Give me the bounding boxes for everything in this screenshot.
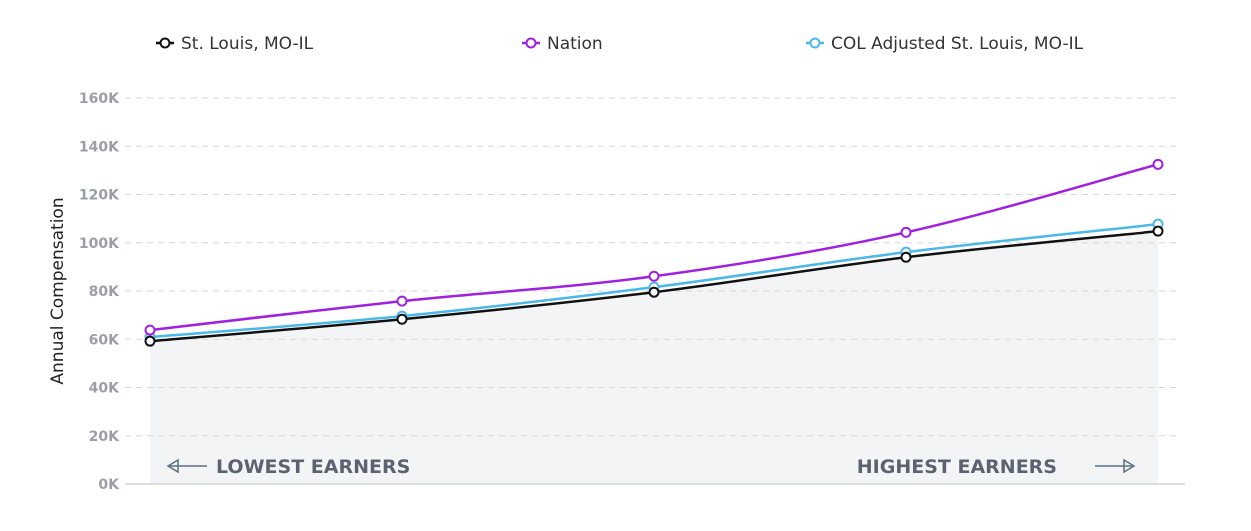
highest-earners-label: HIGHEST EARNERS (857, 456, 1057, 478)
legend-marker-icon (525, 37, 537, 49)
y-tick-label: 60K (89, 332, 120, 348)
y-axis-label: Annual Compensation (48, 197, 68, 384)
y-tick-label: 120K (79, 188, 120, 204)
y-tick-label: 20K (89, 429, 120, 445)
left-arrow-icon (166, 458, 207, 474)
data-point (144, 335, 156, 347)
data-point (900, 226, 912, 238)
data-point (396, 295, 408, 307)
y-tick-label: 40K (89, 381, 120, 397)
y-tick-label: 140K (79, 139, 120, 155)
area-fill-0 (150, 231, 1158, 484)
y-tick-label: 80K (89, 284, 120, 300)
legend-marker-icon (159, 37, 171, 49)
data-point (648, 286, 660, 298)
y-tick-label: 160K (79, 91, 120, 107)
data-point (900, 251, 912, 263)
legend-label: Nation (547, 34, 603, 54)
data-point (648, 270, 660, 282)
data-point (396, 313, 408, 325)
y-tick-label: 100K (79, 236, 120, 252)
lowest-earners-label: LOWEST EARNERS (216, 456, 410, 478)
y-tick-label: 0K (98, 477, 120, 493)
legend-label: COL Adjusted St. Louis, MO-IL (831, 34, 1084, 54)
right-arrow-icon (1095, 458, 1136, 474)
legend-label: St. Louis, MO-IL (181, 34, 314, 54)
data-point (1152, 158, 1164, 170)
data-point (1152, 225, 1164, 237)
data-point (144, 324, 156, 336)
legend-marker-icon (809, 37, 821, 49)
